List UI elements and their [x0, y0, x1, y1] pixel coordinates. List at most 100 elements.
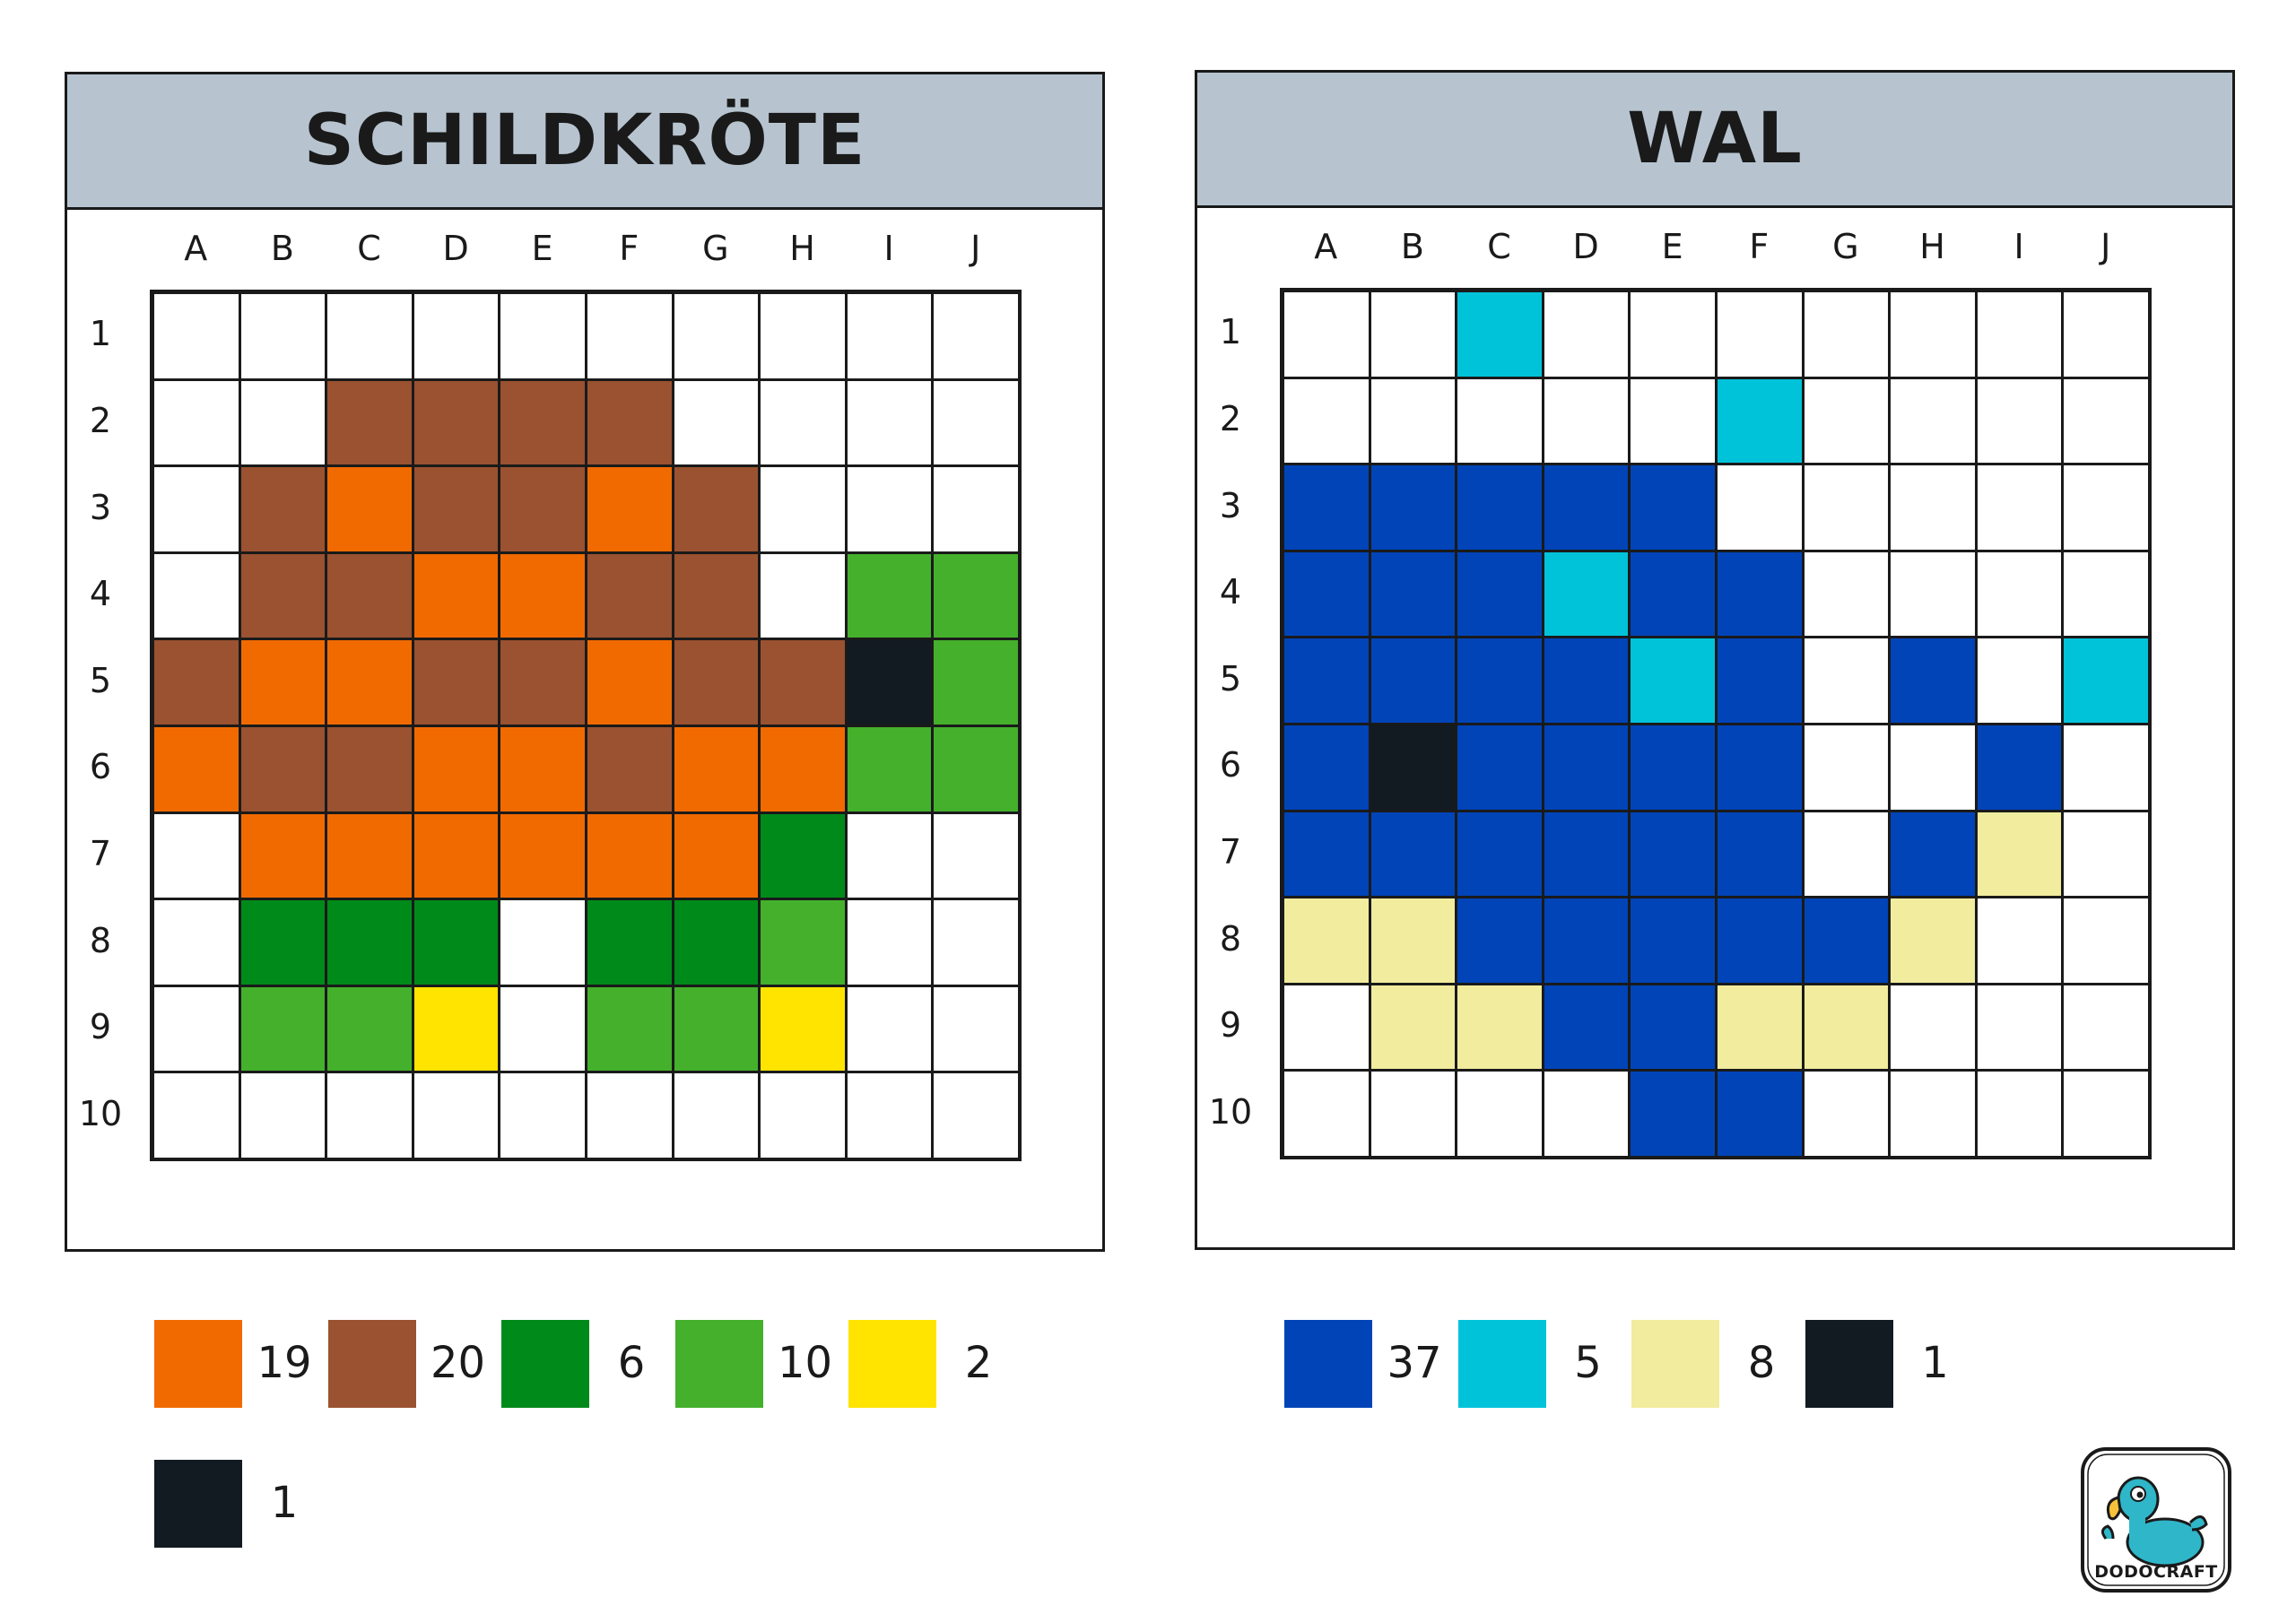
grid-cell[interactable]: [2062, 810, 2150, 898]
grid-cell[interactable]: [586, 638, 674, 726]
grid-cell[interactable]: [759, 292, 847, 380]
grid-cell[interactable]: [932, 638, 1020, 726]
grid-cell[interactable]: [1889, 464, 1977, 551]
grid-cell[interactable]: [586, 378, 674, 467]
grid-cell[interactable]: [1283, 377, 1370, 465]
grid-cell[interactable]: [586, 725, 674, 813]
grid-cell[interactable]: [845, 985, 934, 1073]
grid-cell[interactable]: [326, 378, 413, 467]
grid-cell[interactable]: [326, 812, 413, 900]
grid-cell[interactable]: [1542, 291, 1631, 378]
grid-cell[interactable]: [1889, 983, 1977, 1072]
grid-cell[interactable]: [586, 551, 674, 640]
grid-cell[interactable]: [239, 638, 327, 726]
grid-cell[interactable]: [1716, 810, 1804, 898]
grid-cell[interactable]: [1542, 897, 1631, 985]
grid-cell[interactable]: [1975, 464, 2064, 551]
grid-cell[interactable]: [1283, 724, 1370, 812]
grid-cell[interactable]: [152, 898, 240, 986]
grid-cell[interactable]: [1802, 377, 1891, 465]
grid-cell[interactable]: [586, 465, 674, 553]
grid-cell[interactable]: [759, 1072, 847, 1159]
grid-cell[interactable]: [239, 378, 327, 467]
grid-cell[interactable]: [1975, 377, 2064, 465]
grid-cell[interactable]: [1283, 1070, 1370, 1158]
grid-cell[interactable]: [1889, 377, 1977, 465]
grid-cell[interactable]: [1889, 810, 1977, 898]
grid-cell[interactable]: [239, 1072, 327, 1159]
grid-cell[interactable]: [499, 465, 587, 553]
grid-cell[interactable]: [586, 985, 674, 1073]
grid-cell[interactable]: [239, 812, 327, 900]
grid-cell[interactable]: [1629, 983, 1717, 1072]
grid-cell[interactable]: [2062, 1070, 2150, 1158]
grid-cell[interactable]: [1716, 897, 1804, 985]
grid-cell[interactable]: [1369, 637, 1457, 725]
grid-cell[interactable]: [412, 378, 500, 467]
grid-cell[interactable]: [412, 985, 500, 1073]
grid-cell[interactable]: [759, 465, 847, 553]
grid-cell[interactable]: [672, 985, 761, 1073]
grid-cell[interactable]: [152, 985, 240, 1073]
grid-cell[interactable]: [845, 638, 934, 726]
grid-cell[interactable]: [412, 465, 500, 553]
grid-cell[interactable]: [499, 1072, 587, 1159]
grid-cell[interactable]: [412, 725, 500, 813]
grid-cell[interactable]: [1716, 637, 1804, 725]
grid-cell[interactable]: [412, 898, 500, 986]
grid-cell[interactable]: [932, 378, 1020, 467]
grid-cell[interactable]: [326, 898, 413, 986]
grid-cell[interactable]: [672, 812, 761, 900]
grid-cell[interactable]: [1456, 1070, 1544, 1158]
grid-cell[interactable]: [1542, 637, 1631, 725]
grid-cell[interactable]: [1542, 983, 1631, 1072]
grid-cell[interactable]: [2062, 291, 2150, 378]
grid-cell[interactable]: [759, 812, 847, 900]
grid-cell[interactable]: [152, 378, 240, 467]
grid-cell[interactable]: [845, 378, 934, 467]
grid-cell[interactable]: [499, 378, 587, 467]
grid-cell[interactable]: [1975, 897, 2064, 985]
grid-cell[interactable]: [759, 551, 847, 640]
grid-cell[interactable]: [326, 465, 413, 553]
grid-cell[interactable]: [932, 551, 1020, 640]
grid-cell[interactable]: [1369, 1070, 1457, 1158]
grid-cell[interactable]: [1456, 724, 1544, 812]
grid-cell[interactable]: [1802, 1070, 1891, 1158]
grid-cell[interactable]: [1542, 810, 1631, 898]
grid-cell[interactable]: [1369, 897, 1457, 985]
grid-cell[interactable]: [152, 292, 240, 380]
grid-cell[interactable]: [1716, 464, 1804, 551]
grid-cell[interactable]: [239, 985, 327, 1073]
grid-cell[interactable]: [1975, 637, 2064, 725]
grid-cell[interactable]: [412, 638, 500, 726]
grid-cell[interactable]: [326, 1072, 413, 1159]
grid-cell[interactable]: [499, 638, 587, 726]
grid-cell[interactable]: [1456, 810, 1544, 898]
grid-cell[interactable]: [499, 898, 587, 986]
grid-cell[interactable]: [326, 292, 413, 380]
grid-cell[interactable]: [1802, 291, 1891, 378]
grid-cell[interactable]: [1542, 377, 1631, 465]
grid-cell[interactable]: [1716, 983, 1804, 1072]
grid-cell[interactable]: [672, 638, 761, 726]
grid-cell[interactable]: [499, 725, 587, 813]
grid-cell[interactable]: [1802, 464, 1891, 551]
grid-cell[interactable]: [1975, 291, 2064, 378]
grid-cell[interactable]: [1802, 810, 1891, 898]
grid-cell[interactable]: [759, 378, 847, 467]
grid-cell[interactable]: [2062, 550, 2150, 638]
grid-cell[interactable]: [1456, 550, 1544, 638]
grid-cell[interactable]: [326, 551, 413, 640]
grid-cell[interactable]: [672, 378, 761, 467]
grid-cell[interactable]: [1889, 1070, 1977, 1158]
grid-cell[interactable]: [152, 638, 240, 726]
grid-cell[interactable]: [845, 292, 934, 380]
grid-cell[interactable]: [1283, 464, 1370, 551]
grid-cell[interactable]: [1802, 724, 1891, 812]
grid-cell[interactable]: [1975, 1070, 2064, 1158]
grid-cell[interactable]: [239, 465, 327, 553]
grid-cell[interactable]: [845, 898, 934, 986]
grid-cell[interactable]: [586, 1072, 674, 1159]
grid-cell[interactable]: [2062, 897, 2150, 985]
